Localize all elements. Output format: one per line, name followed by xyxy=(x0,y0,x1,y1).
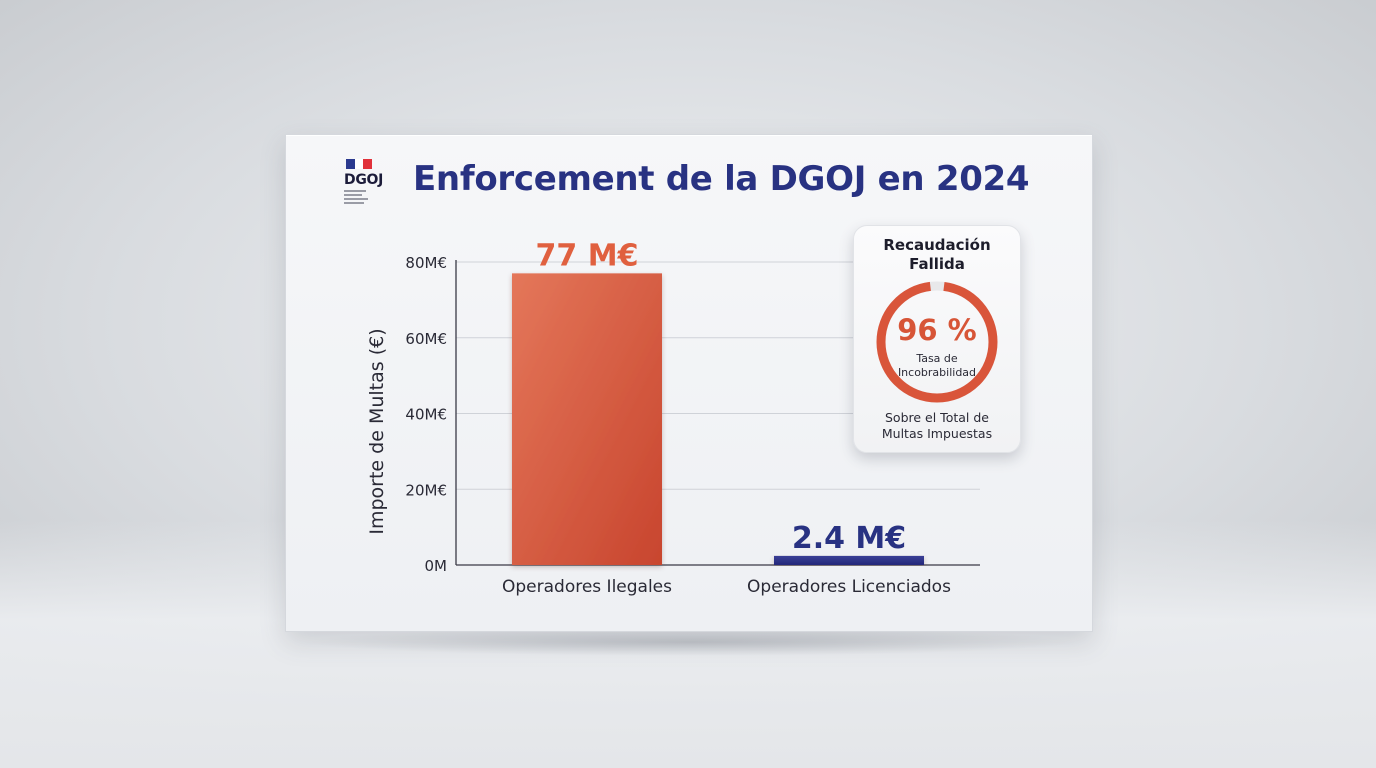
french-flag-icon xyxy=(346,159,373,169)
kpi-footer-line-2: Multas Impuestas xyxy=(881,426,993,441)
kpi-title-line-1: Recaudación xyxy=(883,236,991,254)
bar-chart: 0M 20M€ 40M€ 60M€ 80M€ 77 M€ Operadores Ilegal… xyxy=(366,238,980,597)
logo-name: DGOJ xyxy=(344,172,384,188)
y-axis-label: Importe de Multas (€) xyxy=(366,328,388,534)
presentation-board: DGOJ Enforcement de la DGOJ en 2024 0M 20… xyxy=(285,134,1093,632)
page-title: Enforcement de la DGOJ en 2024 xyxy=(413,159,1030,199)
kpi-footer-line-1: Sobre el Total de xyxy=(885,410,989,425)
board-shadow xyxy=(300,628,1080,656)
y-tick-label: 80M€ xyxy=(405,254,447,272)
x-category-label: Operadores Licenciados xyxy=(747,577,951,597)
y-tick-label: 0M xyxy=(425,557,448,575)
x-category-label: Operadores Ilegales xyxy=(502,577,672,597)
bar-licensed-operators xyxy=(774,555,924,565)
bar-illegal-operators xyxy=(512,273,662,565)
y-tick-label: 20M€ xyxy=(405,481,447,499)
logo-small-print-icon xyxy=(344,190,384,204)
ring-progress-arc xyxy=(876,281,998,403)
bar-value-label: 77 M€ xyxy=(536,238,639,273)
kpi-card-title: Recaudación Fallida xyxy=(854,236,1020,274)
y-tick-label: 60M€ xyxy=(405,330,447,348)
y-tick-label: 40M€ xyxy=(405,406,447,424)
kpi-title-line-2: Fallida xyxy=(909,255,965,273)
kpi-label-line-2: Incobrabilidad xyxy=(897,366,977,379)
kpi-footer: Sobre el Total de Multas Impuestas xyxy=(854,410,1020,442)
donut-ring xyxy=(876,281,998,403)
uncollected-kpi-card: Recaudación Fallida 96 % Tasa de Incobra… xyxy=(853,225,1021,453)
kpi-percent: 96 % xyxy=(897,313,977,347)
kpi-label-line-1: Tasa de xyxy=(916,352,958,365)
bar-value-label: 2.4 M€ xyxy=(792,521,906,556)
dgoj-logo: DGOJ xyxy=(344,159,384,211)
kpi-label: Tasa de Incobrabilidad xyxy=(874,352,1000,380)
